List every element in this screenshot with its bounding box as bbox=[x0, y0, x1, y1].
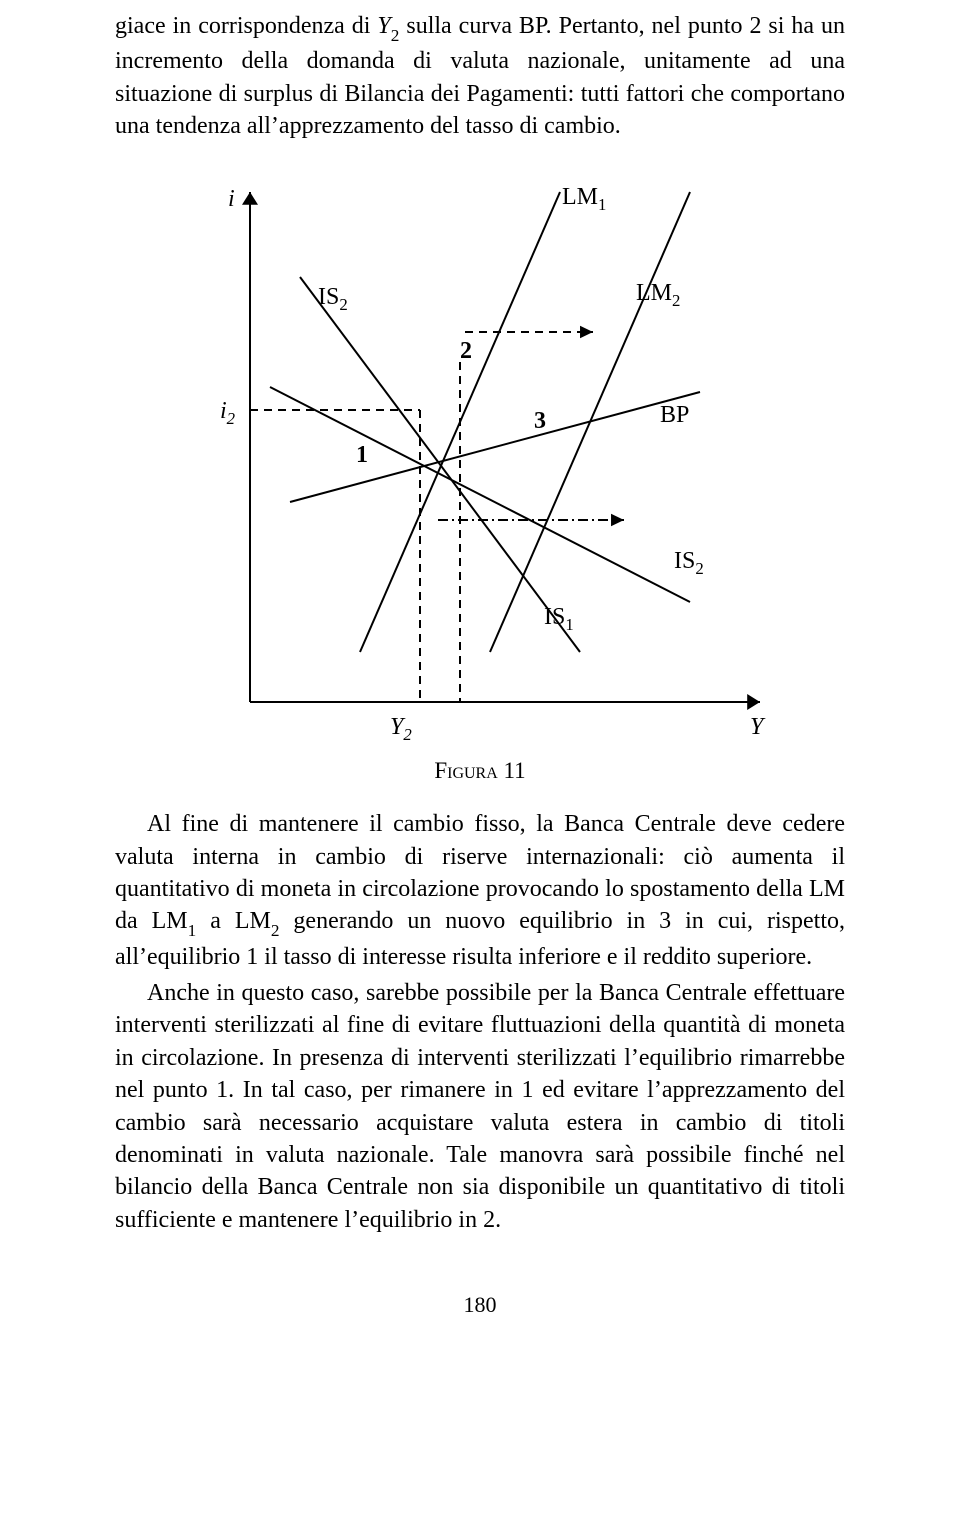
page: giace in corrispondenza di Y2 sulla curv… bbox=[0, 0, 960, 1378]
svg-text:1: 1 bbox=[356, 442, 368, 468]
svg-text:2: 2 bbox=[460, 338, 472, 364]
svg-text:BP: BP bbox=[660, 402, 689, 428]
page-number: 180 bbox=[115, 1292, 845, 1318]
svg-text:Y: Y bbox=[750, 714, 766, 740]
svg-text:LM2: LM2 bbox=[636, 280, 680, 310]
svg-text:IS1: IS1 bbox=[544, 604, 574, 634]
svg-text:Y2: Y2 bbox=[390, 714, 412, 742]
figure-caption: Figura 11 bbox=[115, 758, 845, 784]
svg-text:IS2: IS2 bbox=[318, 284, 348, 314]
svg-text:LM1: LM1 bbox=[562, 184, 606, 214]
figure-11: i i2 LM1 LM2 IS2 IS1 IS2 BP Y2 Y 1 2 3 bbox=[115, 162, 845, 742]
is-lm-bp-diagram: i i2 LM1 LM2 IS2 IS1 IS2 BP Y2 Y 1 2 3 bbox=[170, 162, 790, 742]
svg-text:i: i bbox=[228, 186, 235, 212]
paragraph-3: Anche in questo caso, sarebbe possibile … bbox=[115, 977, 845, 1236]
paragraph-2: Al fine di mantenere il cambio fisso, la… bbox=[115, 808, 845, 973]
svg-text:i2: i2 bbox=[220, 398, 236, 428]
svg-text:IS2: IS2 bbox=[674, 548, 704, 578]
paragraph-1: giace in corrispondenza di Y2 sulla curv… bbox=[115, 10, 845, 142]
svg-text:3: 3 bbox=[534, 408, 546, 434]
